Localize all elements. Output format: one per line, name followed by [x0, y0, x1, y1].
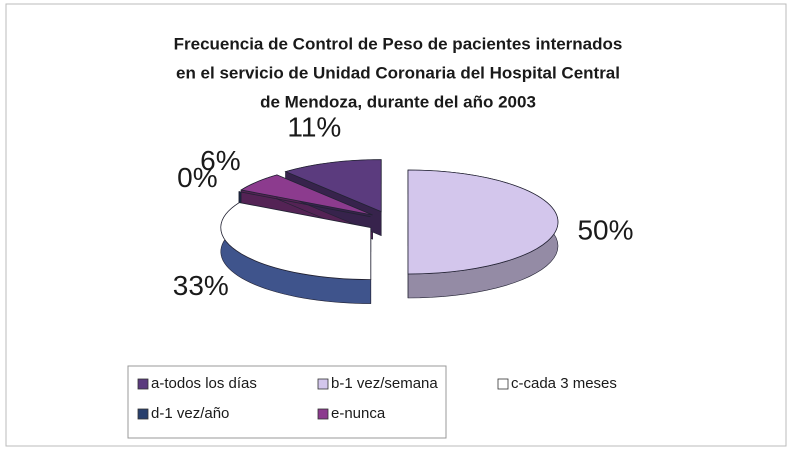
slice-label: 0%	[177, 162, 217, 193]
legend-label: b-1 vez/semana	[331, 375, 438, 392]
legend-label: d-1 vez/año	[151, 405, 229, 422]
chart-title: Frecuencia de Control de Peso de pacient…	[174, 34, 623, 53]
legend-label: a-todos los días	[151, 375, 257, 392]
legend-box	[127, 365, 447, 439]
slice-label: 33%	[173, 270, 229, 301]
legend-label: e-nunca	[331, 405, 386, 422]
slice-label: 11%	[287, 112, 341, 143]
slice	[284, 159, 382, 213]
slice-label: 6%	[200, 145, 240, 176]
legend-swatch	[137, 408, 149, 420]
slice	[407, 169, 559, 275]
legend-swatch	[317, 408, 329, 420]
chart-title: de Mendoza, durante del año 2003	[260, 92, 536, 111]
slice-label: 50%	[577, 214, 633, 245]
slice-tops	[220, 159, 559, 280]
legend-swatch	[497, 378, 509, 390]
legend-swatch	[137, 378, 149, 390]
slice	[238, 191, 371, 218]
legend-swatch	[317, 378, 329, 390]
legend-label: c-cada 3 meses	[511, 375, 617, 392]
chart-title: en el servicio de Unidad Coronaria del H…	[176, 63, 620, 82]
slice	[240, 174, 373, 216]
slice	[220, 202, 372, 280]
